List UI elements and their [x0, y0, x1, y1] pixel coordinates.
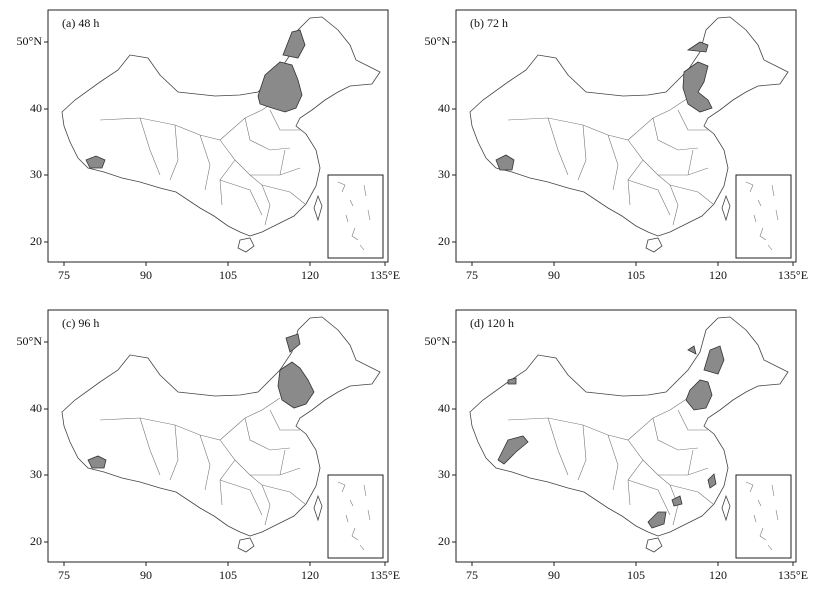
y-tick-label: 50°N: [425, 334, 451, 348]
x-tick-label: 120: [301, 268, 319, 282]
map-panel: (b) 72 h 75 90 105 120 135°E 50°N 40 30 20: [425, 9, 808, 282]
panel-label: (a) 48 h: [62, 16, 99, 30]
y-tick-label: 30: [30, 167, 42, 181]
y-tick-label: 30: [438, 467, 450, 481]
x-tick-label: 120: [709, 268, 727, 282]
shaded-region: [507, 377, 517, 385]
shaded-region: [707, 473, 717, 489]
panel-label: (c) 96 h: [62, 316, 99, 330]
y-tick-label: 30: [438, 167, 450, 181]
y-tick-label: 20: [438, 534, 450, 548]
x-tick-label: 135°E: [370, 568, 400, 582]
y-tick-label: 20: [438, 234, 450, 248]
panel-label: (d) 120 h: [470, 316, 514, 330]
shaded-region: [682, 61, 713, 113]
y-tick-label: 40: [438, 101, 450, 115]
x-tick-label: 135°E: [778, 568, 808, 582]
shaded-region: [687, 345, 697, 355]
x-tick-label: 105: [219, 568, 237, 582]
x-tick-label: 135°E: [778, 268, 808, 282]
south-sea-inset: [735, 474, 792, 559]
x-tick-label: 105: [219, 268, 237, 282]
x-tick-label: 90: [140, 568, 152, 582]
map-panel: (a) 48 h 75 90 105 120 135°E 50°N 40 30 20: [17, 9, 400, 282]
south-sea-inset: [327, 474, 384, 559]
x-tick-label: 90: [140, 268, 152, 282]
x-tick-label: 105: [627, 568, 645, 582]
y-tick-label: 50°N: [425, 34, 451, 48]
panel-label: (b) 72 h: [470, 16, 508, 30]
shaded-region: [285, 333, 301, 353]
y-tick-label: 50°N: [17, 34, 43, 48]
shaded-region: [497, 435, 529, 465]
x-tick-label: 135°E: [370, 268, 400, 282]
x-tick-label: 75: [466, 568, 478, 582]
shaded-region: [85, 155, 106, 169]
y-tick-label: 40: [30, 101, 42, 115]
shaded-region: [703, 345, 725, 375]
x-tick-label: 105: [627, 268, 645, 282]
shaded-region: [495, 154, 515, 171]
shaded-region: [87, 455, 107, 469]
x-tick-label: 90: [548, 268, 560, 282]
y-tick-label: 20: [30, 534, 42, 548]
shaded-region: [685, 379, 713, 411]
x-tick-label: 90: [548, 568, 560, 582]
shaded-region: [671, 495, 683, 507]
y-tick-label: 30: [30, 467, 42, 481]
x-tick-label: 75: [58, 568, 70, 582]
shaded-region: [277, 361, 315, 409]
x-tick-label: 120: [709, 568, 727, 582]
south-sea-inset: [327, 174, 384, 259]
map-panel: (d) 120 h 75 90 105 120 135°E 50°N 40 30 20: [425, 309, 808, 582]
y-tick-label: 40: [30, 401, 42, 415]
shaded-region: [647, 511, 667, 529]
south-sea-inset: [735, 174, 792, 259]
shaded-region: [686, 41, 709, 53]
x-tick-label: 75: [58, 268, 70, 282]
shaded-region: [282, 29, 306, 59]
x-tick-label: 120: [301, 568, 319, 582]
y-tick-label: 40: [438, 401, 450, 415]
map-panel: (c) 96 h 75 90 105 120 135°E 50°N 40 30 20: [17, 309, 400, 582]
y-tick-label: 20: [30, 234, 42, 248]
y-tick-label: 50°N: [17, 334, 43, 348]
shaded-region: [257, 61, 303, 113]
x-tick-label: 75: [466, 268, 478, 282]
